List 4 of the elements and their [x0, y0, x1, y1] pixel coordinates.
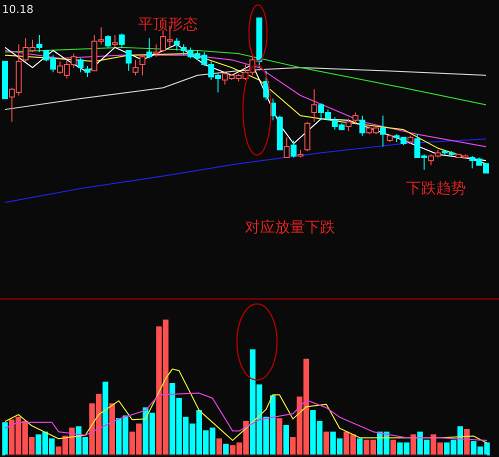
text: 下跌趋势: [406, 179, 466, 198]
text: 10.18: [2, 3, 34, 16]
annotation: 平顶形态: [138, 15, 198, 34]
text: 对应放量下跌: [245, 218, 335, 236]
